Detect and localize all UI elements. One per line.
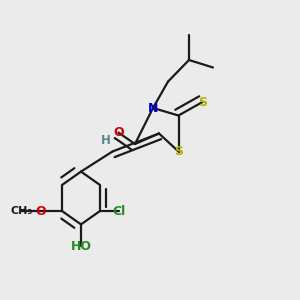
Text: S: S (198, 95, 207, 109)
Text: CH₃: CH₃ (10, 206, 32, 216)
Text: S: S (174, 145, 183, 158)
Text: O: O (113, 126, 124, 139)
Text: O: O (35, 205, 46, 218)
Text: HO: HO (70, 239, 92, 253)
Text: N: N (148, 101, 158, 115)
Text: Cl: Cl (112, 205, 126, 218)
Text: H: H (101, 134, 111, 147)
